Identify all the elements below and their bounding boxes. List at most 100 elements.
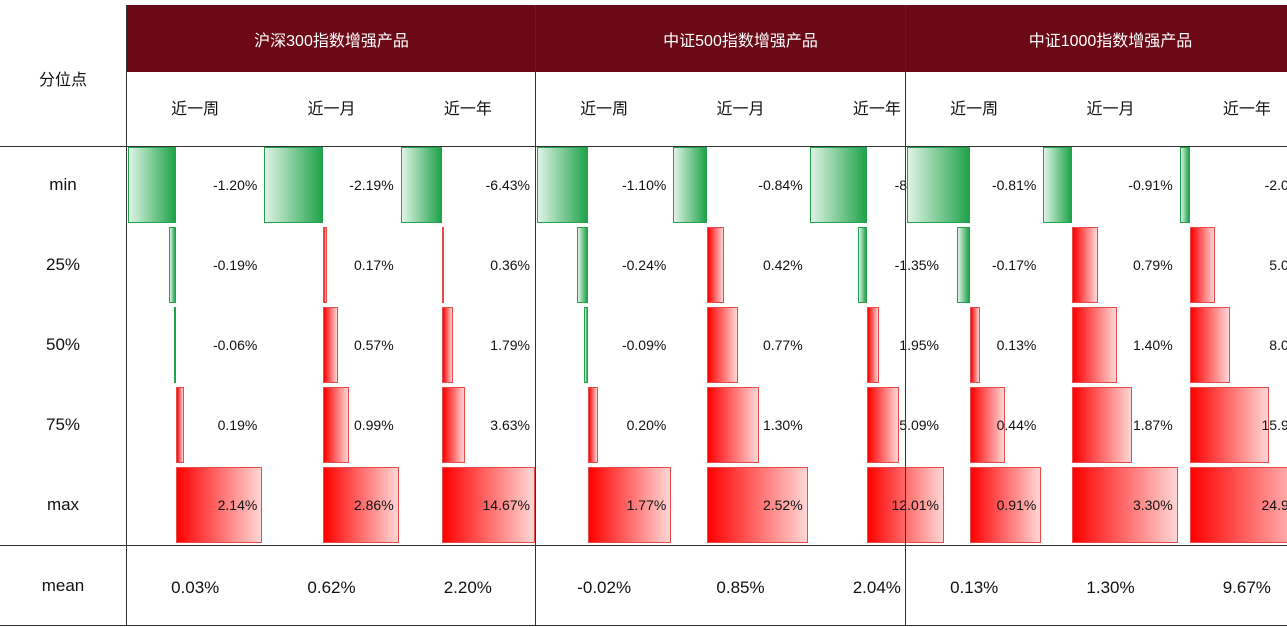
bar (1189, 467, 1287, 543)
bar (128, 147, 177, 223)
group-header: 中证500指数增强产品 (536, 5, 945, 72)
period-header: 近一周 (580, 101, 629, 118)
bar (173, 307, 177, 383)
data-label: 1.30% (762, 417, 803, 433)
data-label: 24.98% (1261, 497, 1287, 513)
group-header: 沪深300指数增强产品 (127, 5, 536, 72)
bar (322, 387, 349, 463)
data-label: 0.57% (353, 337, 394, 353)
data-label: -2.02% (1264, 177, 1287, 193)
row-divider (0, 545, 1287, 546)
bar (441, 387, 465, 463)
data-label: -0.84% (758, 177, 803, 193)
bar (1072, 307, 1118, 383)
column-divider (126, 5, 127, 625)
bar (1189, 307, 1230, 383)
data-label: -1.20% (212, 177, 258, 193)
mean-value: 2.04% (852, 578, 901, 597)
data-label: -0.24% (621, 257, 667, 273)
bar (1189, 227, 1216, 303)
bar (577, 227, 589, 303)
bar (970, 467, 1042, 543)
bar (858, 227, 867, 303)
bar (176, 387, 184, 463)
data-label: 1.79% (490, 337, 530, 353)
column-divider (905, 5, 906, 625)
bar (956, 227, 971, 303)
data-label: 5.09% (1269, 257, 1287, 273)
mean-value: 1.30% (1086, 578, 1135, 597)
mean-value: 0.85% (716, 578, 765, 597)
row-divider (0, 625, 1287, 626)
data-label: 3.63% (490, 417, 530, 433)
period-header: 近一年 (852, 101, 901, 118)
data-label: 1.77% (626, 497, 667, 513)
bar (866, 387, 900, 463)
data-label: 3.30% (1132, 497, 1173, 513)
bar (322, 227, 328, 303)
bar (584, 307, 589, 383)
data-label: 0.13% (996, 337, 1037, 353)
bar (176, 467, 263, 543)
bar (264, 147, 323, 223)
bar (1072, 387, 1133, 463)
bar (706, 227, 724, 303)
column-divider (535, 5, 536, 625)
data-label: 2.14% (217, 497, 258, 513)
period-header: 近一月 (1086, 101, 1135, 118)
data-label: 0.20% (626, 417, 667, 433)
data-label: 0.77% (762, 337, 803, 353)
data-label: 15.97% (1261, 417, 1287, 433)
data-label: 0.79% (1132, 257, 1173, 273)
bar (588, 387, 598, 463)
bar (441, 307, 453, 383)
data-label: 0.19% (217, 417, 258, 433)
mean-value: -0.02% (577, 578, 632, 597)
bar (441, 227, 444, 303)
bar (706, 467, 808, 543)
data-label: 1.95% (899, 337, 939, 353)
data-label: 1.40% (1132, 337, 1173, 353)
data-label: -0.81% (991, 177, 1037, 193)
data-label: -0.91% (1128, 177, 1173, 193)
period-header: 近一年 (443, 101, 492, 118)
data-label: 0.36% (490, 257, 530, 273)
data-label: 0.44% (996, 417, 1037, 433)
bar (441, 467, 535, 543)
corner-label: 分位点 (38, 72, 87, 89)
data-label: 0.91% (996, 497, 1037, 513)
data-label: -0.09% (621, 337, 667, 353)
bar (168, 227, 177, 303)
data-label: 2.52% (762, 497, 803, 513)
data-label: 12.01% (891, 497, 939, 513)
data-label: -1.10% (621, 177, 667, 193)
bar (970, 387, 1005, 463)
bar (537, 147, 589, 223)
bar (1072, 227, 1098, 303)
mean-value: 0.62% (307, 578, 356, 597)
data-label: 1.87% (1132, 417, 1173, 433)
mean-value: 2.20% (443, 578, 492, 597)
data-label: 5.09% (899, 417, 939, 433)
data-label: 2.86% (353, 497, 394, 513)
group-header: 中证1000指数增强产品 (906, 5, 1287, 72)
data-label: 0.17% (353, 257, 394, 273)
row-divider (0, 146, 1287, 147)
data-label: -0.19% (212, 257, 258, 273)
data-label: -6.43% (485, 177, 530, 193)
bar (1189, 387, 1270, 463)
row-label: 75% (45, 415, 81, 434)
data-label: 0.99% (353, 417, 394, 433)
mean-value: 0.03% (171, 578, 220, 597)
bar (1179, 147, 1190, 223)
period-header: 近一年 (1222, 101, 1271, 118)
data-label: -2.19% (349, 177, 394, 193)
row-label: 25% (45, 255, 81, 274)
bar (400, 147, 442, 223)
bar (970, 307, 981, 383)
bar (907, 147, 971, 223)
row-label: min (49, 175, 77, 194)
data-label: 0.42% (762, 257, 803, 273)
bar (1043, 147, 1073, 223)
